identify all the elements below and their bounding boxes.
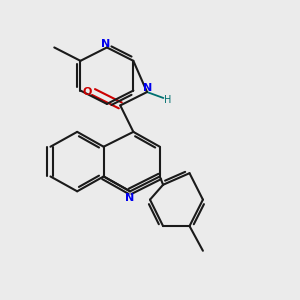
Text: H: H — [164, 95, 172, 105]
Text: N: N — [143, 83, 152, 94]
Text: O: O — [82, 87, 92, 97]
Text: N: N — [101, 39, 110, 49]
Text: N: N — [125, 193, 135, 203]
